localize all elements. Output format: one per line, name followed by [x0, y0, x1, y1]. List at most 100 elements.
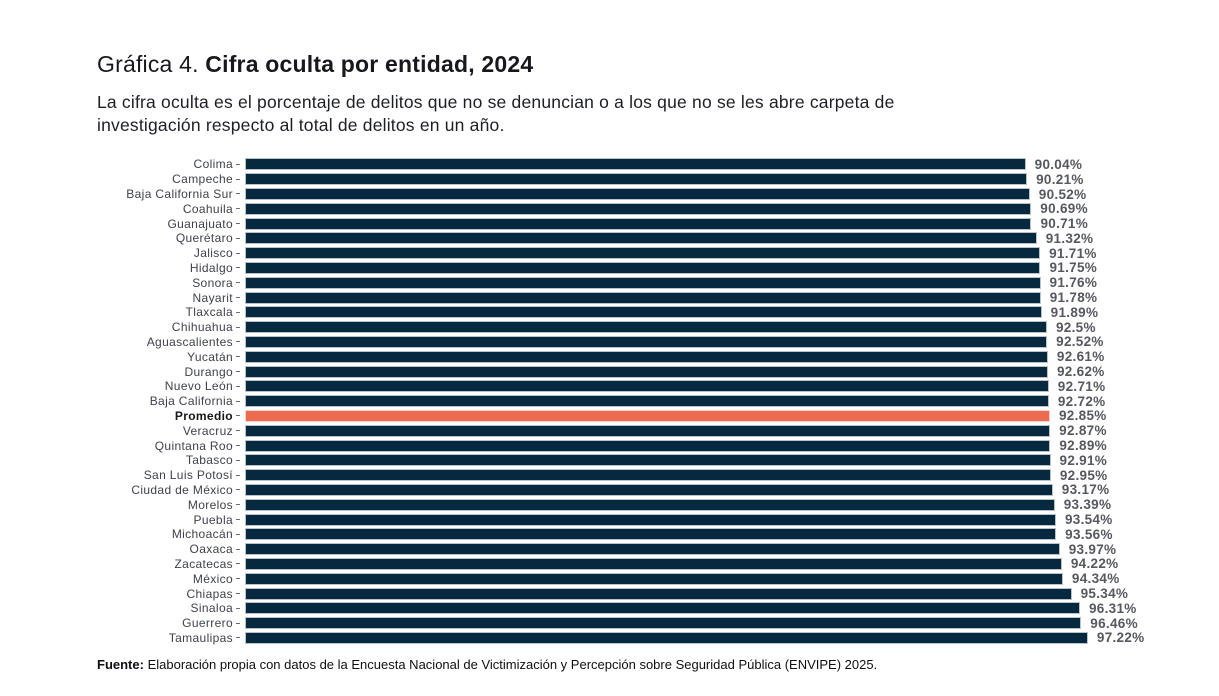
bar: [245, 439, 1051, 452]
value-label: 91.89%: [1050, 304, 1099, 320]
axis-tick-icon: [236, 252, 240, 254]
axis-tick-icon: [236, 563, 240, 565]
bar: [245, 247, 1041, 260]
bar: [245, 365, 1048, 378]
value-label: 92.85%: [1059, 408, 1107, 424]
chart-row: Guerrero 96.46%: [97, 616, 1177, 631]
chart-row: Tamaulipas 97.22%: [97, 630, 1177, 645]
bar: [245, 557, 1062, 570]
chart-row: Yucatán 92.61%: [97, 349, 1177, 364]
bar: [245, 587, 1072, 600]
bar-chart: Colima 90.04% Campeche 90.21% Baja Californi…: [97, 157, 1177, 646]
chart-row: Nuevo León 92.71%: [97, 379, 1177, 394]
category-label: Zacatecas: [174, 556, 233, 571]
category-label: Chihuahua: [171, 320, 233, 335]
bar-track: 90.04%: [245, 157, 1112, 172]
bar-track: 91.71%: [245, 246, 1112, 261]
axis-tick-icon: [236, 578, 240, 580]
bar: [245, 350, 1048, 363]
chart-row: Nayarit 91.78%: [97, 290, 1177, 305]
value-label: 91.75%: [1049, 260, 1098, 276]
bar-track: 93.97%: [245, 542, 1116, 557]
bar-track: 92.62%: [245, 364, 1112, 379]
bar: [245, 188, 1030, 200]
chart-row: Chihuahua 92.5%: [97, 320, 1177, 335]
axis-tick-icon: [236, 430, 240, 432]
category-label: Chiapas: [186, 586, 233, 601]
axis-tick-icon: [236, 519, 240, 521]
value-label: 90.52%: [1038, 186, 1087, 202]
value-label: 92.87%: [1059, 423, 1107, 439]
value-label: 92.5%: [1055, 319, 1096, 335]
category-label: Ciudad de México: [131, 482, 233, 497]
bar: [245, 261, 1041, 274]
axis-tick-icon: [236, 223, 240, 225]
axis-tick-icon: [236, 415, 240, 417]
category-label: Quintana Roo: [154, 438, 233, 453]
value-label: 93.39%: [1063, 497, 1112, 513]
bar-track: 93.56%: [245, 527, 1112, 542]
bar: [245, 321, 1047, 334]
value-label: 94.34%: [1071, 571, 1120, 587]
category-label: Colima: [193, 157, 233, 172]
value-label: 93.17%: [1061, 482, 1110, 498]
chart-row: Colima 90.04%: [97, 157, 1177, 172]
category-label: Aguascalientes: [146, 334, 233, 349]
bar: [245, 469, 1051, 482]
axis-tick-icon: [236, 637, 240, 639]
bar-track: 90.69%: [245, 201, 1112, 216]
chart-row: Guanajuato 90.71%: [97, 216, 1177, 231]
axis-tick-icon: [236, 163, 240, 165]
bar-track: 91.75%: [245, 260, 1112, 275]
chart-row: Hidalgo 91.75%: [97, 260, 1177, 275]
bar-track: 96.31%: [245, 601, 1136, 616]
axis-tick-icon: [236, 504, 240, 506]
value-label: 96.46%: [1090, 615, 1138, 631]
bar: [245, 291, 1041, 304]
chart-row: Tabasco 92.91%: [97, 453, 1177, 468]
value-label: 92.72%: [1057, 393, 1106, 409]
value-label: 93.56%: [1065, 526, 1113, 542]
value-label: 94.22%: [1070, 556, 1119, 572]
bar-track: 92.71%: [245, 379, 1112, 394]
value-label: 93.54%: [1064, 512, 1113, 528]
bar-track: 92.91%: [245, 453, 1112, 468]
chart-row: Promedio 92.85%: [97, 408, 1177, 424]
bar-track: 92.61%: [245, 349, 1112, 364]
chart-row: Michoacán 93.56%: [97, 527, 1177, 542]
axis-tick-icon: [236, 193, 240, 195]
chart-row: Ciudad de México 93.17%: [97, 482, 1177, 498]
category-label: Tamaulipas: [168, 630, 233, 645]
bar: [245, 483, 1053, 496]
bar: [245, 276, 1041, 289]
bar: [245, 543, 1060, 556]
page-title-prefix: Gráfica 4.: [97, 51, 206, 77]
axis-tick-icon: [236, 533, 240, 535]
value-label: 92.62%: [1057, 364, 1105, 380]
bar-track: 93.54%: [245, 512, 1112, 527]
bar: [245, 528, 1057, 541]
bar-track: 90.21%: [245, 172, 1112, 187]
axis-tick-icon: [236, 607, 240, 609]
bar-track: 96.46%: [245, 616, 1138, 631]
chart-row: Querétaro 91.32%: [97, 231, 1177, 246]
chart-row: Jalisco 91.71%: [97, 246, 1177, 261]
category-label: Jalisco: [193, 246, 233, 261]
bar-track: 91.78%: [245, 290, 1112, 305]
bar: [245, 454, 1051, 467]
axis-tick-icon: [236, 489, 240, 491]
chart-row: Sinaloa 96.31%: [97, 601, 1177, 616]
source-text: Elaboración propia con datos de la Encue…: [143, 657, 878, 673]
chart-row: Campeche 90.21%: [97, 172, 1177, 187]
bar-track: 91.89%: [245, 305, 1112, 320]
source-note: Fuente: Elaboración propia con datos de …: [97, 657, 1177, 672]
axis-tick-icon: [236, 459, 240, 461]
category-label: Nuevo León: [164, 379, 233, 394]
bar: [245, 202, 1032, 215]
value-label: 90.21%: [1036, 171, 1084, 187]
axis-tick-icon: [236, 371, 240, 373]
chart-row: Oaxaca 93.97%: [97, 542, 1177, 557]
bar-track: 91.76%: [245, 275, 1112, 290]
value-label: 92.71%: [1057, 378, 1106, 394]
bar: [245, 158, 1026, 171]
